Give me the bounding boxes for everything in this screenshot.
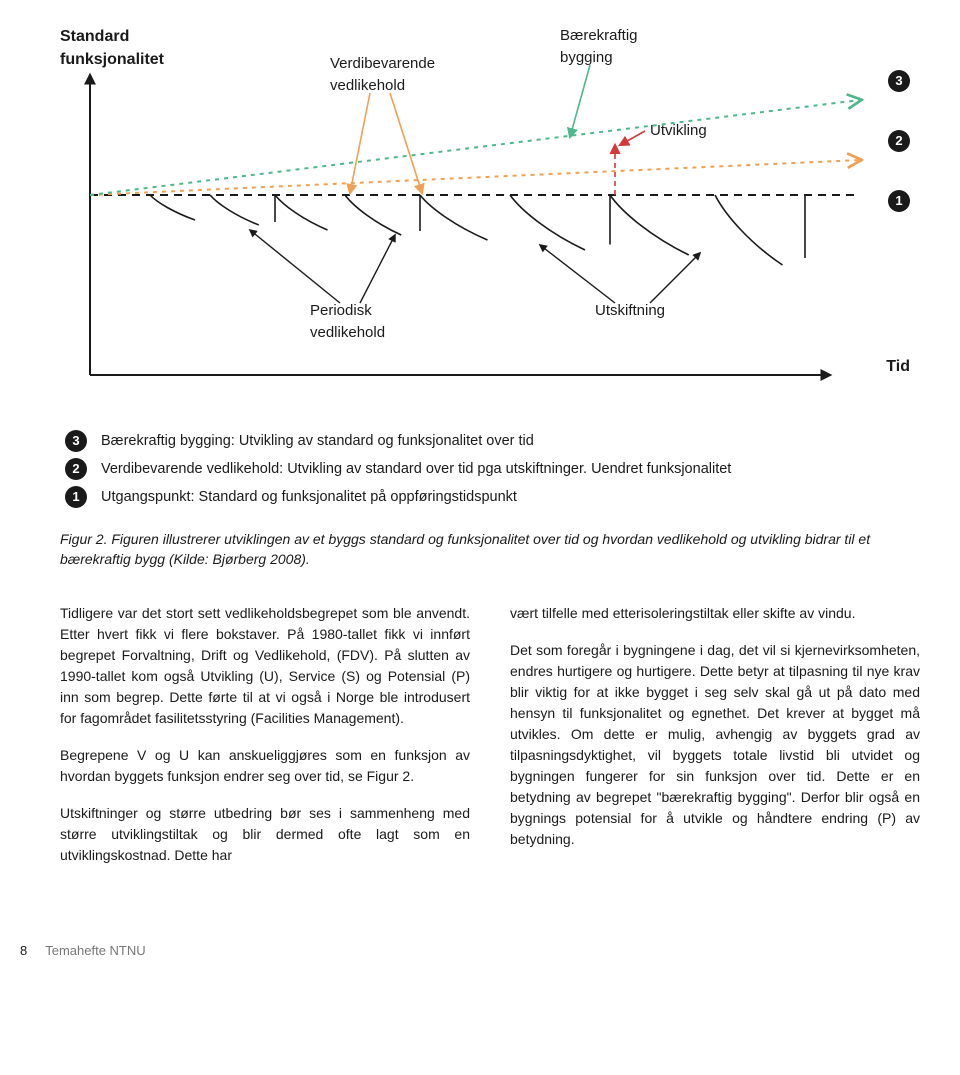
para: Tidligere var det stort sett vedlikehold… [60, 603, 470, 729]
maintenance-chart: Standard funksjonalitet Verdibevarende v… [60, 25, 910, 405]
figure-caption: Figur 2. Figuren illustrerer utviklingen… [60, 530, 900, 569]
legend-text-1: Utgangspunkt: Standard og funksjonalitet… [101, 486, 517, 508]
publication-name: Temahefte NTNU [45, 942, 145, 961]
legend-badge-3: 3 [65, 430, 87, 452]
col-left: Tidligere var det stort sett vedlikehold… [60, 603, 470, 882]
legend: 3 Bærekraftig bygging: Utvikling av stan… [65, 430, 920, 508]
para: vært tilfelle med etterisoleringstiltak … [510, 603, 920, 624]
legend-text-2: Verdibevarende vedlikehold: Utvikling av… [101, 458, 731, 480]
badge-3-right: 3 [888, 70, 910, 92]
body-columns: Tidligere var det stort sett vedlikehold… [60, 603, 920, 882]
legend-badge-2: 2 [65, 458, 87, 480]
col-right: vært tilfelle med etterisoleringstiltak … [510, 603, 920, 882]
legend-row-1: 1 Utgangspunkt: Standard og funksjonalit… [65, 486, 920, 508]
legend-badge-1: 1 [65, 486, 87, 508]
x-axis-label: Tid [886, 355, 910, 378]
para: Utskiftninger og større utbedring bør se… [60, 803, 470, 866]
para: Begrepene V og U kan anskueliggjøres som… [60, 745, 470, 787]
page-number: 8 [20, 942, 27, 961]
badge-2-right: 2 [888, 130, 910, 152]
page-footer: 8 Temahefte NTNU [20, 942, 920, 961]
legend-row-3: 3 Bærekraftig bygging: Utvikling av stan… [65, 430, 920, 452]
chart-svg [60, 45, 880, 405]
legend-row-2: 2 Verdibevarende vedlikehold: Utvikling … [65, 458, 920, 480]
legend-text-3: Bærekraftig bygging: Utvikling av standa… [101, 430, 534, 452]
badge-1-right: 1 [888, 190, 910, 212]
para: Det som foregår i bygningene i dag, det … [510, 640, 920, 850]
